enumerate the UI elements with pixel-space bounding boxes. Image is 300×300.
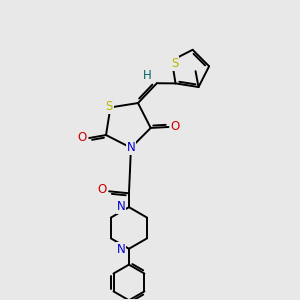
Text: O: O (171, 121, 180, 134)
Text: N: N (117, 243, 125, 256)
Text: S: S (171, 57, 178, 70)
Text: N: N (117, 200, 125, 213)
Text: O: O (98, 183, 107, 196)
Text: O: O (78, 130, 87, 143)
Text: S: S (106, 100, 113, 113)
Text: H: H (142, 69, 151, 82)
Text: N: N (127, 141, 135, 154)
